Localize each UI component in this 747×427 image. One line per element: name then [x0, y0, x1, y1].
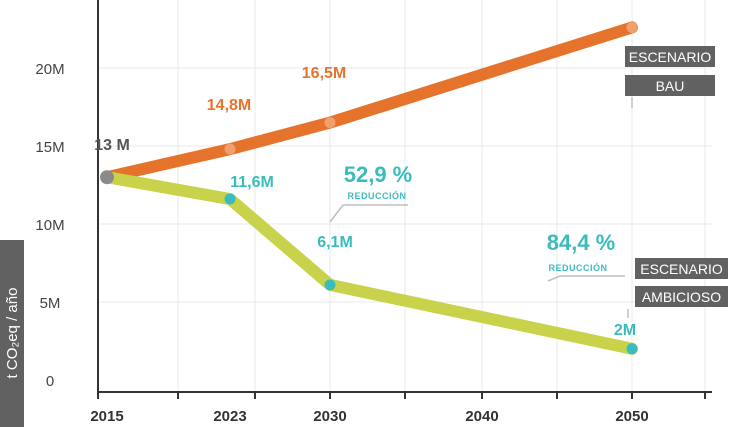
data-label: 13 M	[94, 137, 130, 154]
x-tick-label: 2040	[465, 408, 498, 425]
legend-text: BAU	[656, 78, 685, 94]
x-tick-label: 2030	[313, 408, 346, 425]
y-tick-label: 5M	[40, 295, 61, 312]
y-tick-label: 0	[46, 373, 54, 390]
labels: 13 M 14,8M 16,5M 11,6M 6,1M 2M 52,9 % REDUCCIÓN…	[94, 46, 728, 339]
legend-text: ESCENARIO	[629, 49, 712, 65]
data-label: 6,1M	[317, 234, 353, 251]
y-tick-label: 10M	[35, 217, 64, 234]
data-point	[324, 279, 336, 291]
y-tick-label: 20M	[35, 61, 64, 78]
y-axis-title-bg	[0, 240, 24, 427]
series-line-bau	[101, 21, 638, 184]
y-axis-title-box: t CO₂eq / año	[0, 240, 24, 427]
data-point	[224, 193, 236, 205]
legend-box-bg	[625, 75, 715, 96]
x-tick-label: 2023	[213, 408, 246, 425]
legend-text: AMBICIOSO	[642, 289, 721, 305]
y-axis-title: t CO₂eq / año	[4, 288, 21, 379]
reduction-label: REDUCCIÓN	[347, 190, 406, 201]
callout-line	[329, 204, 408, 223]
data-label: 2M	[614, 322, 636, 339]
callout-line	[547, 275, 625, 282]
data-label: 14,8M	[207, 97, 251, 114]
axes: 0 5M 10M 15M 20M 2015 2023 2030 2040 2050 t CO₂eq …	[0, 0, 712, 427]
data-label: 16,5M	[302, 65, 346, 82]
x-tick-label: 2015	[90, 408, 123, 425]
series	[100, 21, 638, 355]
legend-box-bg	[635, 286, 728, 307]
reduction-value: 52,9 %	[344, 162, 413, 187]
y-tick-label: 15M	[35, 139, 64, 156]
legend-box-bg	[625, 46, 715, 67]
reduction-value: 84,4 %	[547, 230, 616, 255]
legend-box-bg	[635, 258, 728, 279]
data-label: 11,6M	[230, 174, 274, 191]
reduction-label: REDUCCIÓN	[548, 262, 607, 273]
data-point	[626, 21, 638, 33]
start-point	[100, 170, 114, 185]
x-tick-label: 2050	[615, 408, 648, 425]
series-line-ambicioso	[101, 171, 638, 355]
data-point	[324, 117, 336, 129]
data-point	[626, 343, 638, 355]
data-point	[224, 143, 236, 155]
legend-text: ESCENARIO	[640, 261, 723, 277]
